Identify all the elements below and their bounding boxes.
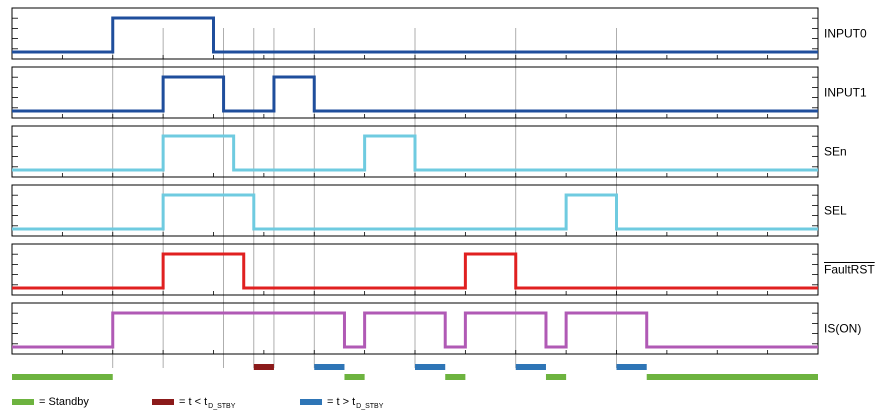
waveform: [12, 16, 818, 54]
signal-label: FaultRST: [824, 263, 875, 277]
signal-panel: INPUT0: [11, 7, 867, 60]
state-bar-long: [616, 364, 647, 370]
signal-label: INPUT0: [824, 27, 867, 41]
state-bar-long: [515, 364, 546, 370]
legend-swatch: [12, 399, 34, 405]
legend-subscript: D_STBY: [208, 403, 236, 410]
signal-panel: FaultRST: [11, 243, 875, 296]
signal-label: SEn: [824, 145, 847, 159]
legend-swatch: [300, 399, 322, 405]
waveform: [12, 75, 818, 113]
state-bars: [12, 364, 818, 380]
signal-panels: INPUT0 INPUT1 SEn SEL FaultRST IS(ON): [11, 7, 875, 355]
signal-panel: INPUT1: [11, 66, 867, 119]
legend: = Standby = t < tD_STBY = t > tD_STBY: [12, 396, 384, 410]
legend-item: = t > tD_STBY: [300, 396, 384, 410]
waveform: [12, 311, 818, 349]
legend-item: = t < tD_STBY: [152, 396, 236, 410]
state-bar-standby: [545, 374, 567, 380]
state-bar-standby: [344, 374, 365, 380]
signal-label: INPUT1: [824, 86, 867, 100]
signal-panel: SEL: [11, 184, 847, 237]
waveform: [12, 193, 818, 231]
state-bar-standby: [12, 374, 113, 380]
state-bar-long: [314, 364, 345, 370]
state-bar-standby: [646, 374, 818, 380]
signal-label: SEL: [824, 204, 847, 218]
state-bar-standby: [445, 374, 466, 380]
legend-text: = Standby: [39, 396, 89, 408]
legend-item: = Standby: [12, 396, 89, 408]
signal-panel: SEn: [11, 125, 847, 178]
waveform: [12, 252, 818, 290]
legend-text: = t < tD_STBY: [179, 396, 236, 410]
legend-swatch: [152, 399, 174, 405]
state-bar-long: [415, 364, 446, 370]
state-bar-short: [253, 364, 274, 370]
legend-text: = t > tD_STBY: [327, 396, 384, 410]
legend-subscript: D_STBY: [356, 403, 384, 410]
signal-panel: IS(ON): [11, 302, 861, 355]
waveform: [12, 134, 818, 172]
signal-label: IS(ON): [824, 322, 861, 336]
